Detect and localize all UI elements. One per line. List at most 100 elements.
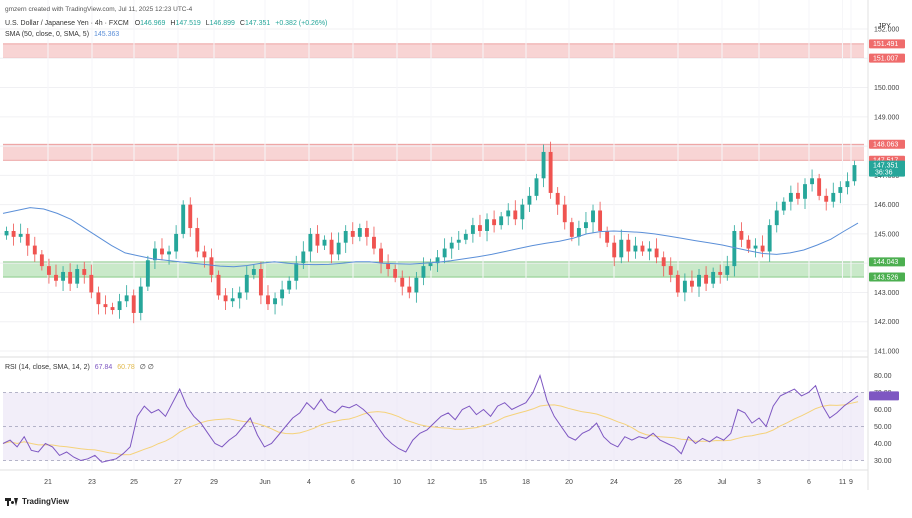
time-tick-label: 27	[174, 479, 182, 486]
rsi-ma-value: 60.78	[117, 364, 135, 371]
price-tag-label: 143.526	[873, 274, 898, 281]
candle	[668, 257, 673, 283]
candle	[527, 187, 532, 212]
candle	[725, 255, 730, 281]
candle	[273, 292, 277, 315]
time-tick-label: 20	[565, 479, 573, 486]
rsi-extra: ∅ ∅	[139, 364, 154, 371]
price-tick-label: 150.000	[874, 85, 899, 92]
candle	[463, 229, 468, 245]
tradingview-logo[interactable]: TradingView	[5, 497, 69, 506]
time-tick-label: 12	[427, 479, 435, 486]
candle	[152, 241, 157, 270]
candle	[244, 266, 249, 300]
price-change: +0.382 (+0.26%)	[275, 20, 328, 27]
candle	[831, 182, 836, 208]
candle	[315, 225, 320, 253]
rsi-label: RSI (14, close, SMA, 14, 2)	[5, 364, 90, 371]
candle	[810, 169, 815, 192]
rsi-value-tag	[869, 391, 899, 401]
candle	[4, 226, 9, 240]
candle	[506, 203, 511, 226]
candle	[633, 236, 638, 259]
candle	[280, 280, 285, 306]
candle	[640, 241, 645, 256]
candle	[852, 160, 857, 186]
candle	[654, 238, 659, 264]
candle	[817, 173, 822, 201]
candle	[485, 213, 489, 242]
candle	[513, 200, 518, 226]
candle	[216, 270, 221, 300]
candle	[520, 198, 525, 230]
candle	[237, 286, 242, 309]
candle	[478, 214, 482, 237]
rsi-tick-label: 60.00	[874, 407, 892, 414]
candle	[647, 241, 652, 261]
rsi-tick-label: 30.00	[874, 458, 892, 465]
candle	[124, 285, 129, 308]
rsi-legend[interactable]: RSI (14, close, SMA, 14, 2) 67.84 60.78 …	[5, 363, 154, 371]
candle	[562, 195, 567, 230]
tradingview-logo-icon	[5, 497, 19, 506]
ohlc-high: H147.519	[170, 20, 201, 27]
candle	[591, 204, 595, 233]
sma-legend[interactable]: SMA (50, close, 0, SMA, 5) 145.363	[5, 31, 119, 38]
candle	[322, 235, 327, 251]
price-tag-label: 151.007	[873, 55, 898, 62]
sma-line	[2, 207, 859, 268]
candle	[357, 223, 362, 242]
candle	[258, 261, 263, 305]
candle	[188, 197, 193, 237]
price-tag-label: 151.491	[873, 41, 898, 48]
candle	[421, 257, 426, 286]
candle	[39, 250, 44, 271]
symbol-line: U.S. Dollar / Japanese Yen · 4h · FXCM O…	[5, 20, 327, 27]
candle	[555, 187, 560, 215]
candle	[428, 258, 433, 271]
candle	[414, 271, 419, 303]
candle	[167, 245, 171, 265]
candle	[711, 267, 716, 289]
chart-credit: gmzern created with TradingView.com, Jul…	[5, 6, 193, 13]
candle	[732, 225, 737, 277]
candle	[195, 217, 200, 258]
rsi-line	[2, 373, 859, 463]
candle	[824, 188, 829, 211]
candle	[110, 302, 115, 315]
candle	[548, 141, 553, 199]
currency-label[interactable]: JPY	[878, 23, 891, 30]
time-tick-label: Jul	[718, 479, 727, 486]
candle	[845, 172, 850, 195]
candle	[287, 276, 292, 294]
time-tick-label: 23	[88, 479, 96, 486]
candle	[697, 269, 701, 297]
candle	[803, 178, 807, 210]
candle	[89, 264, 94, 299]
time-tick-label: 15	[479, 479, 487, 486]
candle	[25, 228, 30, 256]
candle	[456, 230, 461, 251]
candle	[407, 276, 412, 299]
price-tag-zone-high	[869, 53, 905, 63]
ohlc-open: O146.969	[134, 20, 166, 27]
price-tag-label: 144.043	[873, 259, 898, 266]
candle	[386, 254, 391, 277]
time-tick-label: 29	[210, 479, 218, 486]
rsi-tick-label: 40.00	[874, 441, 892, 448]
time-tick-label: 26	[674, 479, 682, 486]
candle	[781, 197, 786, 215]
symbol-title[interactable]: U.S. Dollar / Japanese Yen · 4h · FXCM	[5, 20, 129, 27]
candle	[223, 288, 228, 311]
candle	[68, 263, 73, 291]
candle	[181, 200, 186, 239]
time-tick-label: 11	[839, 479, 846, 486]
rsi-tick-label: 50.00	[874, 424, 892, 431]
candle-countdown: 36:36	[875, 170, 893, 177]
candle	[619, 229, 624, 264]
candle	[704, 266, 709, 291]
candle	[379, 242, 383, 274]
ohlc-low: L146.899	[205, 20, 235, 27]
